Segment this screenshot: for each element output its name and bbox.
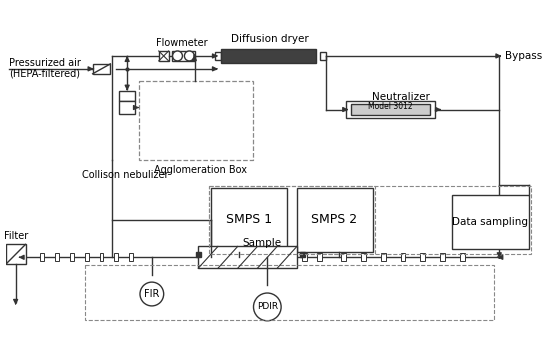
Bar: [92, 64, 111, 74]
Text: Diffusion dryer: Diffusion dryer: [232, 34, 309, 44]
Text: Bypass: Bypass: [505, 51, 542, 61]
Bar: [320, 52, 326, 60]
Text: Model 3012: Model 3012: [368, 102, 413, 111]
Circle shape: [254, 293, 281, 321]
Bar: [209, 186, 531, 254]
Text: Neutralizer: Neutralizer: [372, 92, 430, 102]
Bar: [100, 253, 103, 261]
Text: Sample: Sample: [243, 238, 282, 248]
Bar: [70, 253, 74, 261]
Bar: [85, 253, 89, 261]
Bar: [351, 104, 430, 116]
Circle shape: [140, 282, 164, 306]
Bar: [300, 252, 305, 257]
Text: Data sampling: Data sampling: [453, 217, 529, 227]
Bar: [452, 195, 529, 249]
Bar: [198, 246, 297, 268]
Bar: [129, 253, 133, 261]
Bar: [420, 253, 425, 261]
Bar: [440, 253, 445, 261]
Bar: [361, 253, 366, 261]
Text: SMPS 2: SMPS 2: [311, 213, 358, 226]
Bar: [381, 253, 386, 261]
Bar: [6, 244, 25, 264]
Text: Filter: Filter: [3, 231, 28, 241]
Bar: [55, 253, 59, 261]
Text: SMPS 1: SMPS 1: [226, 213, 272, 226]
Text: Collison nebulizer: Collison nebulizer: [82, 170, 168, 180]
Bar: [119, 91, 135, 101]
Bar: [400, 253, 405, 261]
Bar: [172, 51, 195, 61]
Bar: [85, 265, 494, 320]
Bar: [139, 81, 252, 160]
Bar: [40, 253, 44, 261]
Bar: [342, 253, 346, 261]
Circle shape: [184, 51, 194, 61]
Bar: [346, 101, 435, 118]
Text: (HEPA-filtered): (HEPA-filtered): [9, 69, 80, 79]
Bar: [215, 52, 221, 60]
Bar: [209, 186, 375, 254]
Bar: [460, 253, 465, 261]
Bar: [317, 253, 322, 261]
Text: PDIR: PDIR: [257, 303, 278, 312]
Circle shape: [173, 51, 183, 61]
Text: FIR: FIR: [144, 289, 159, 299]
Text: Agglomeration Box: Agglomeration Box: [154, 165, 247, 175]
Bar: [221, 49, 316, 63]
Bar: [119, 101, 135, 115]
Bar: [159, 51, 169, 61]
Bar: [114, 253, 118, 261]
Bar: [211, 188, 287, 252]
Text: Pressurized air: Pressurized air: [9, 58, 81, 68]
Bar: [196, 252, 201, 257]
Bar: [297, 188, 373, 252]
Bar: [302, 253, 307, 261]
Text: Flowmeter: Flowmeter: [156, 38, 207, 48]
